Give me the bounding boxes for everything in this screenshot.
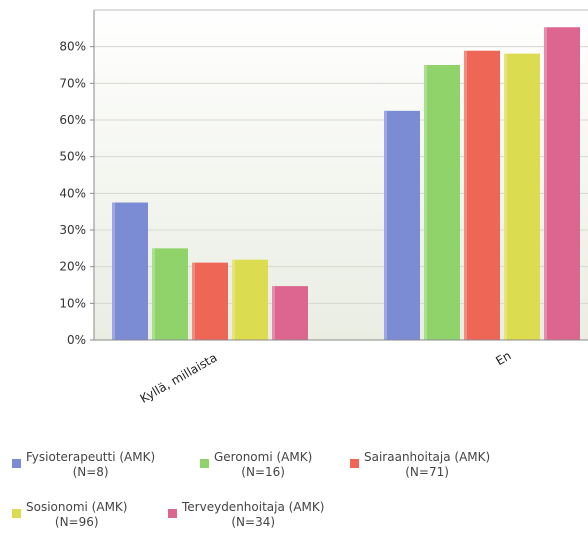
legend-swatch <box>350 459 359 468</box>
bar-0-0[interactable] <box>112 202 148 341</box>
bar-chart: 0% 10% 20% 30% 40% 50% 60% 70% 80% Kyllä, millai… <box>59 9 588 406</box>
bar-1-3[interactable] <box>504 53 540 341</box>
y-tick-label: 40% <box>59 186 86 200</box>
legend-count: (N=8) <box>72 465 109 479</box>
legend-label: Fysioterapeutti (AMK) <box>26 450 156 464</box>
legend-item-4[interactable]: Terveydenhoitaja (AMK) (N=34) <box>168 500 324 530</box>
y-tick-label: 70% <box>59 76 86 90</box>
legend-swatch <box>12 509 21 518</box>
bar-highlight <box>504 53 507 341</box>
legend-text: Sairaanhoitaja (AMK) (N=71) <box>364 450 490 480</box>
y-tick-label: 60% <box>59 113 86 127</box>
bar-0-1[interactable] <box>152 248 188 340</box>
legend-count: (N=96) <box>54 515 99 529</box>
bar-highlight <box>544 27 547 340</box>
bar-highlight <box>424 65 427 340</box>
bar-highlight <box>464 50 467 340</box>
legend-text: Fysioterapeutti (AMK) (N=8) <box>26 450 155 480</box>
bar-0-4[interactable] <box>272 286 308 340</box>
bar-1-4[interactable] <box>544 27 580 340</box>
legend-text: Geronomi (AMK) (N=16) <box>214 450 312 480</box>
bar-highlight <box>272 286 275 340</box>
legend-text: Sosionomi (AMK) (N=96) <box>26 500 127 530</box>
y-tick-label: 80% <box>59 40 86 54</box>
bar-highlight <box>112 202 115 340</box>
legend-swatch <box>168 509 177 518</box>
legend-count: (N=71) <box>405 465 449 479</box>
legend-item-0[interactable]: Fysioterapeutti (AMK) (N=8) <box>12 450 155 480</box>
legend-item-1[interactable]: Geronomi (AMK) (N=16) <box>200 450 312 480</box>
legend-swatch <box>200 459 209 468</box>
legend-item-2[interactable]: Sairaanhoitaja (AMK) (N=71) <box>350 450 490 480</box>
bar-0-2[interactable] <box>192 262 228 340</box>
bar-highlight <box>152 248 155 340</box>
legend-count: (N=34) <box>231 515 276 529</box>
legend-label: Geronomi (AMK) <box>214 450 313 464</box>
y-tick-label: 30% <box>59 223 86 237</box>
y-tick-label: 20% <box>59 260 86 274</box>
bar-highlight <box>192 262 195 340</box>
legend-label: Sosionomi (AMK) <box>26 500 128 514</box>
bar-0-3[interactable] <box>232 259 268 340</box>
legend-label: Sairaanhoitaja (AMK) <box>364 450 491 464</box>
bar-highlight <box>384 110 387 340</box>
bar-highlight <box>232 259 235 340</box>
y-tick-label: 10% <box>59 296 86 310</box>
bar-1-0[interactable] <box>384 110 420 340</box>
category-label-0: Kyllä, millaista <box>138 350 220 405</box>
bar-1-2[interactable] <box>464 50 500 340</box>
bar-1-1[interactable] <box>424 65 460 340</box>
legend-text: Terveydenhoitaja (AMK) (N=34) <box>182 500 324 530</box>
legend-label: Terveydenhoitaja (AMK) <box>182 500 325 514</box>
y-tick-label: 0% <box>67 333 86 347</box>
legend-swatch <box>12 459 21 468</box>
legend-item-3[interactable]: Sosionomi (AMK) (N=96) <box>12 500 127 530</box>
category-label-1: En <box>493 348 513 368</box>
legend-count: (N=16) <box>241 465 285 479</box>
y-tick-label: 50% <box>59 150 86 164</box>
